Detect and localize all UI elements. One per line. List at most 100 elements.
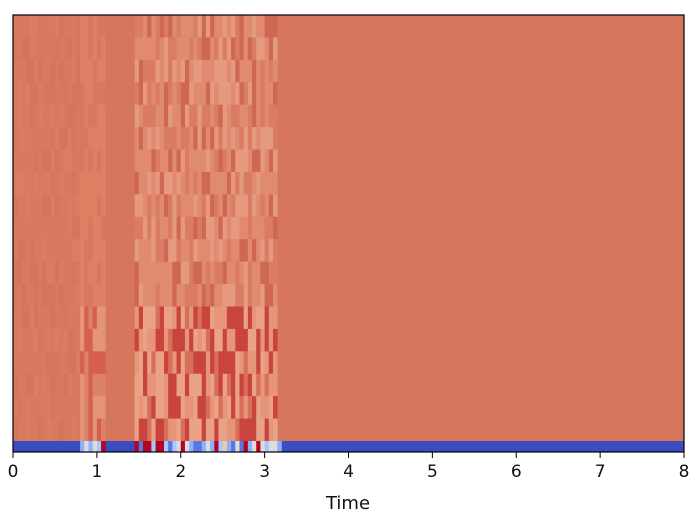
heatmap-cell <box>180 373 186 397</box>
heatmap-cell <box>239 261 245 285</box>
heatmap-cell <box>260 194 266 218</box>
heatmap-cell <box>159 127 165 150</box>
heatmap-cell <box>38 239 43 263</box>
heatmap-cell <box>33 373 39 397</box>
heatmap-cell <box>222 396 228 419</box>
heatmap-cell <box>205 59 211 83</box>
heatmap-cell <box>33 216 39 240</box>
heatmap-cell <box>218 127 224 150</box>
heatmap-cell <box>260 306 266 330</box>
heatmap-cell <box>210 351 215 375</box>
heatmap-cell <box>151 15 156 38</box>
heatmap-cell <box>88 396 94 419</box>
heatmap-cell <box>205 418 211 442</box>
heatmap-cell <box>222 127 228 150</box>
heatmap-cell <box>67 216 73 240</box>
heatmap-cell <box>38 373 43 397</box>
heatmap-cell <box>159 239 165 263</box>
heatmap-cell <box>50 37 56 61</box>
heatmap-cell <box>222 373 228 397</box>
heatmap-cell <box>264 239 270 263</box>
heatmap-cell <box>46 194 52 218</box>
heatmap-cell <box>214 396 219 419</box>
heatmap-cell <box>54 261 60 285</box>
heatmap-cell <box>172 239 177 263</box>
heatmap-cell <box>21 127 26 150</box>
heatmap-cell <box>50 171 56 195</box>
heatmap-cell <box>252 82 257 106</box>
heatmap-cell <box>92 15 98 38</box>
heatmap-cell <box>172 194 177 218</box>
heatmap-cell <box>222 194 228 218</box>
heatmap-cell <box>134 373 140 397</box>
heatmap-cell <box>197 59 203 83</box>
heatmap-cell <box>214 194 219 218</box>
heatmap-cell <box>33 82 39 106</box>
heatmap-cell <box>59 194 64 218</box>
heatmap-cell <box>84 59 89 83</box>
heatmap-cell <box>268 396 274 419</box>
heatmap-cell <box>210 15 215 38</box>
heatmap-cell <box>256 261 261 285</box>
heatmap-cell <box>151 418 156 442</box>
heatmap-cell <box>42 15 47 38</box>
heatmap-cell <box>231 37 236 61</box>
heatmap-cell <box>71 149 77 173</box>
heatmap-cell <box>193 284 198 307</box>
heatmap-cell <box>239 104 245 128</box>
heatmap-cell <box>264 127 270 150</box>
heatmap-cell <box>252 239 257 263</box>
heatmap-cell <box>88 82 94 106</box>
heatmap-cell <box>163 194 169 218</box>
heatmap-cell <box>33 351 39 375</box>
heatmap-cell <box>17 171 22 195</box>
heatmap-cell <box>168 171 173 195</box>
heatmap-cell <box>218 216 224 240</box>
heatmap-cell <box>92 149 98 173</box>
heatmap-cell <box>252 59 257 83</box>
heatmap-cell <box>268 15 274 38</box>
heatmap-cell <box>172 306 177 330</box>
heatmap-cell <box>243 104 249 128</box>
band-cell <box>184 441 190 452</box>
heatmap-cell <box>71 261 77 285</box>
heatmap-cell <box>13 59 18 83</box>
heatmap-cell <box>222 328 228 352</box>
heatmap-cell <box>247 104 253 128</box>
heatmap-cell <box>63 284 68 307</box>
heatmap-cell <box>63 149 68 173</box>
heatmap-cell <box>88 261 94 285</box>
heatmap-cell <box>239 351 245 375</box>
heatmap-cell <box>205 261 211 285</box>
heatmap-cell <box>218 373 224 397</box>
heatmap-cell <box>176 396 182 419</box>
heatmap-cell <box>180 239 186 263</box>
heatmap-cell <box>42 261 47 285</box>
heatmap-cell <box>138 239 144 263</box>
heatmap-cell <box>260 284 266 307</box>
heatmap-cell <box>46 216 52 240</box>
heatmap-cell <box>75 239 81 263</box>
heatmap-cell <box>214 149 219 173</box>
heatmap-cell <box>247 216 253 240</box>
heatmap-cell <box>151 396 156 419</box>
heatmap-cell <box>25 37 31 61</box>
heatmap-cell <box>46 171 52 195</box>
heatmap-cell <box>59 37 64 61</box>
heatmap-cell <box>75 82 81 106</box>
heatmap-cell <box>218 261 224 285</box>
heatmap-cell <box>172 328 177 352</box>
heatmap-cell <box>159 418 165 442</box>
heatmap-cell <box>143 284 148 307</box>
heatmap-cell <box>264 149 270 173</box>
heatmap-cell <box>25 328 31 352</box>
heatmap-cell <box>50 418 56 442</box>
heatmap-cell <box>96 15 102 38</box>
heatmap-cell <box>101 149 106 173</box>
heatmap-cell <box>172 261 177 285</box>
heatmap-cell <box>180 418 186 442</box>
heatmap-cell <box>59 216 64 240</box>
heatmap-cell <box>71 239 77 263</box>
heatmap-cell <box>273 194 278 218</box>
heatmap-cell <box>205 306 211 330</box>
